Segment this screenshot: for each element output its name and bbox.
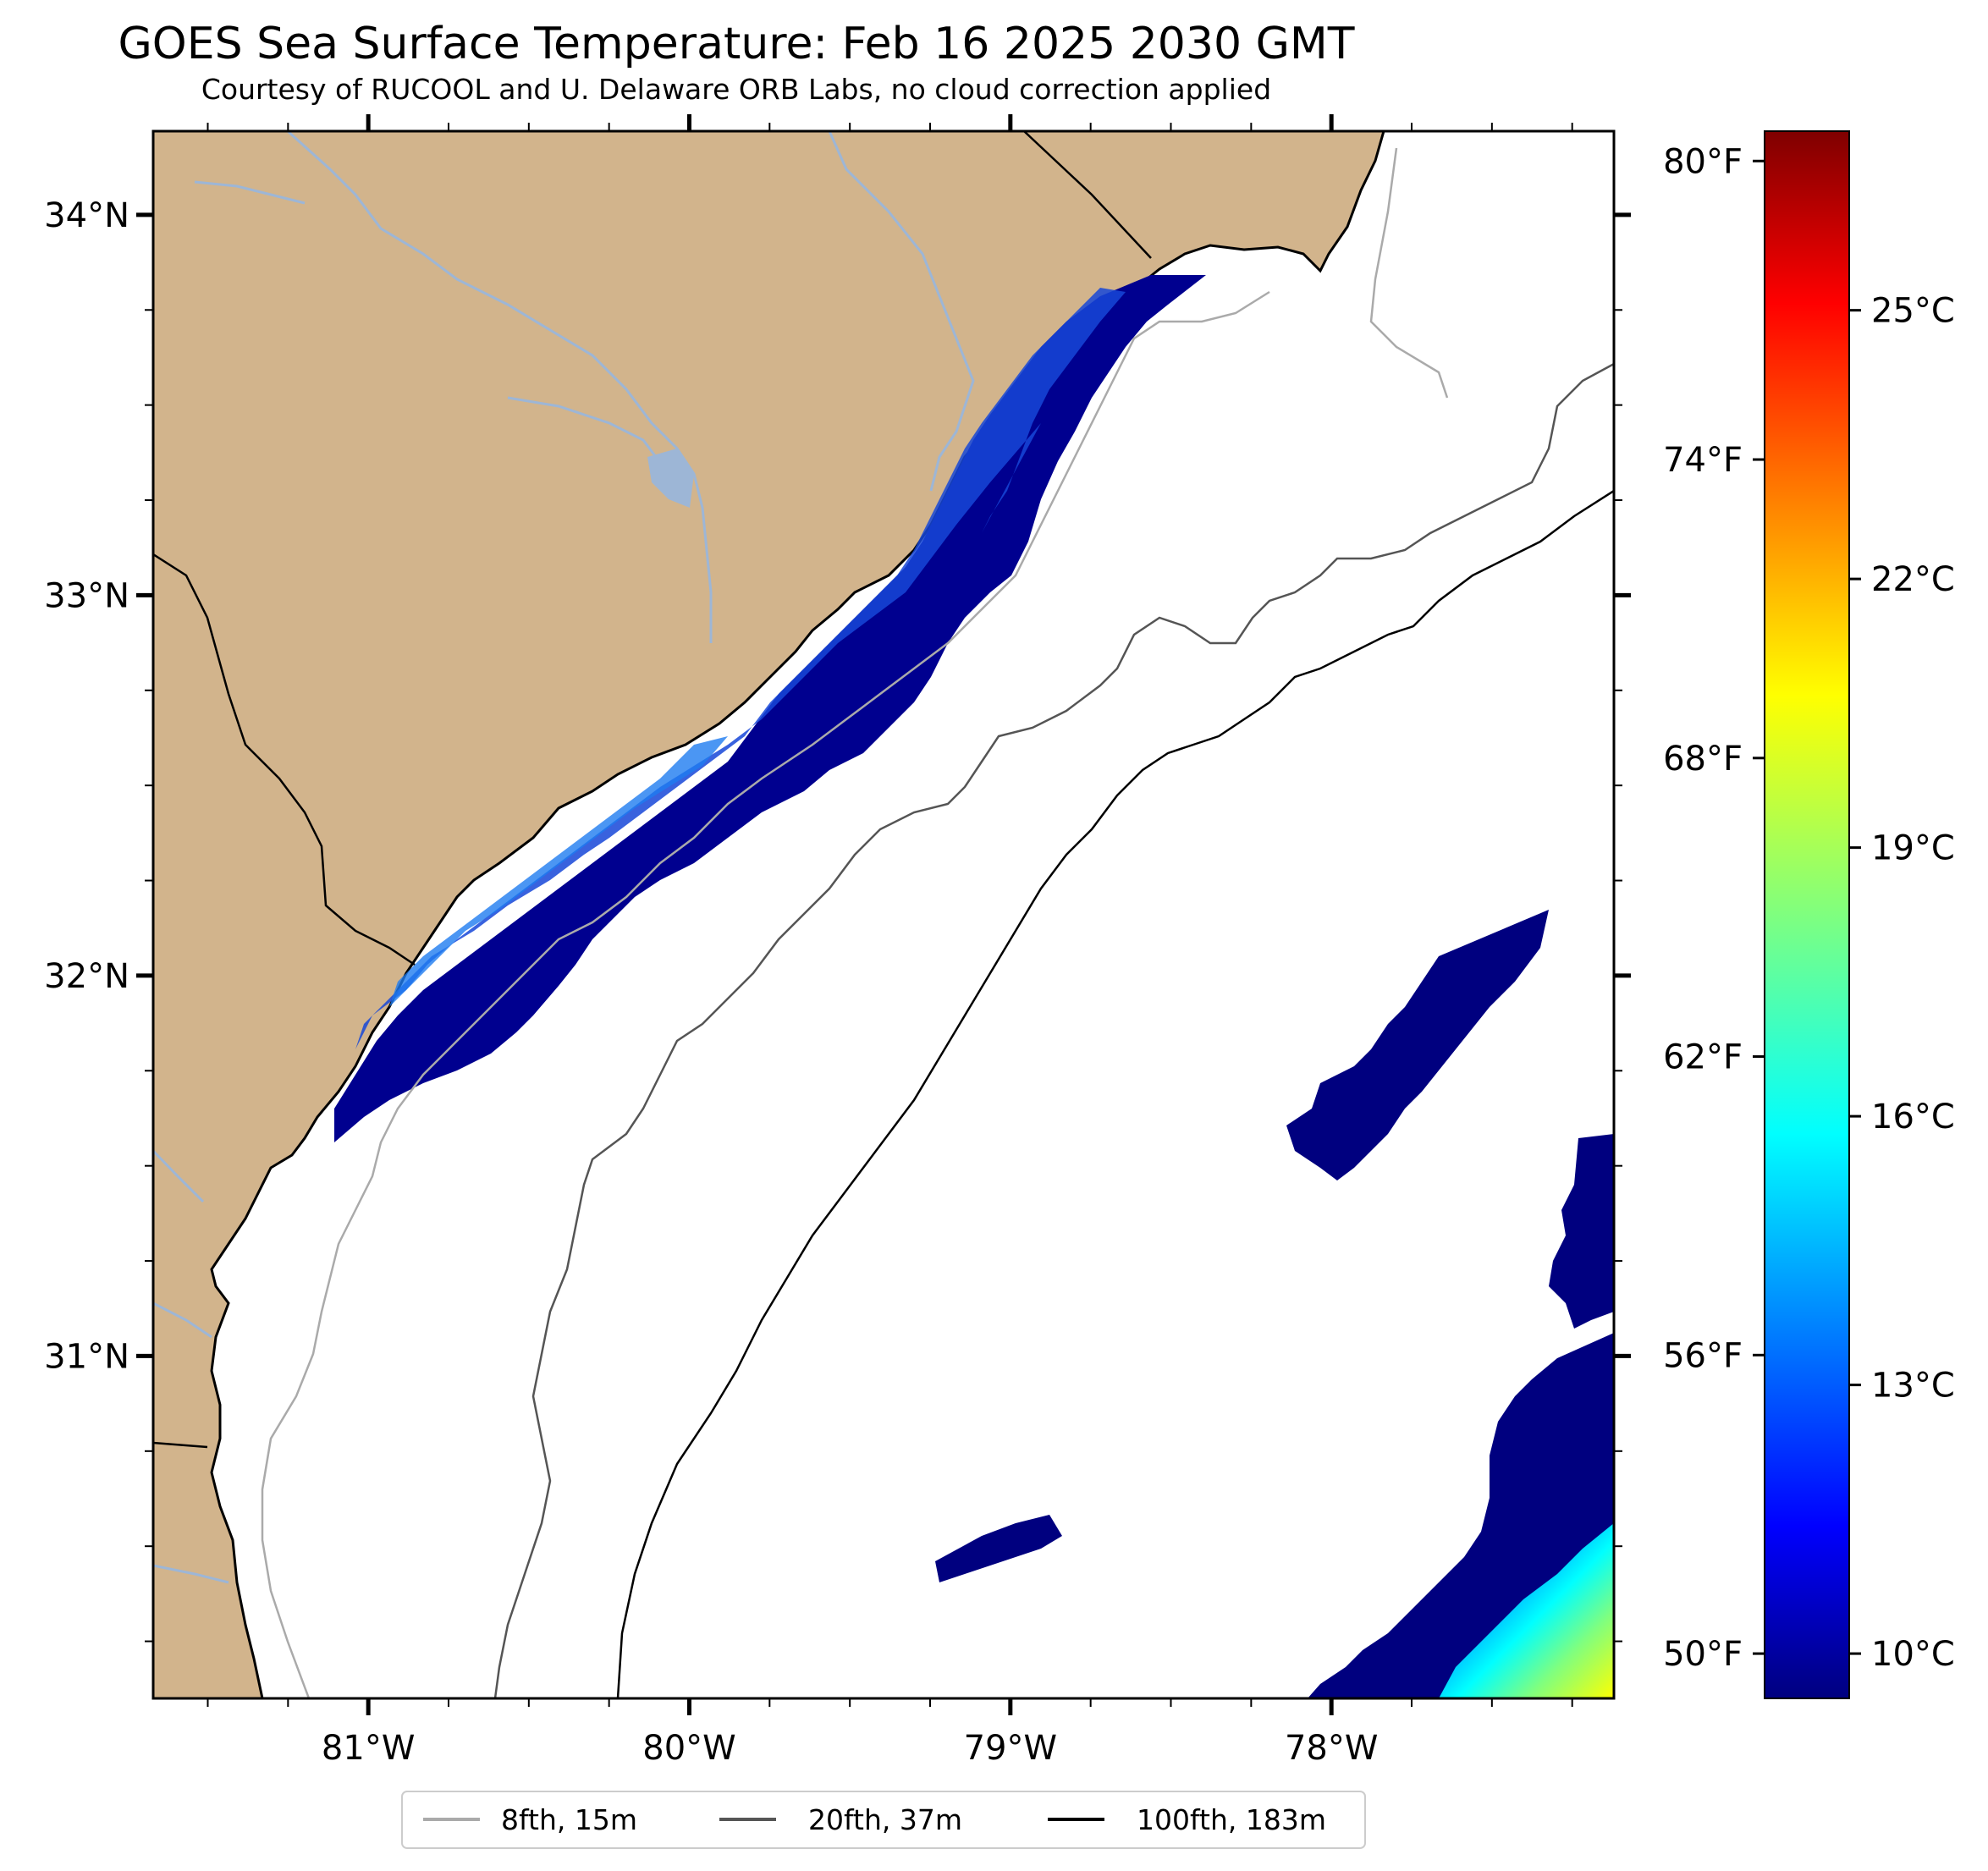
sst-offshore-patch — [1286, 910, 1549, 1180]
legend-label-20fth: 20fth, 37m — [808, 1803, 962, 1836]
fahrenheit-tick-label: 56°F — [1663, 1336, 1743, 1375]
celsius-tick-label: 22°C — [1871, 560, 1955, 599]
lat-tick-label: 31°N — [44, 1337, 129, 1376]
sst-nearshore-warmer — [389, 736, 728, 1007]
isobath-100fth — [616, 489, 1614, 1698]
sst-southeast-warm-bloom — [1439, 1523, 1614, 1698]
celsius-tick-label: 10°C — [1871, 1635, 1955, 1674]
fahrenheit-tick-label: 62°F — [1663, 1038, 1743, 1077]
lon-tick-label: 79°W — [964, 1729, 1057, 1768]
legend-label-100fth: 100fth, 183m — [1137, 1803, 1326, 1836]
isobath-8fth — [261, 147, 1449, 1698]
celsius-tick-label: 13°C — [1871, 1367, 1955, 1406]
colorbar-fahrenheit-axis: 80°F 74°F 68°F 62°F 56°F 50°F — [1663, 142, 1765, 1674]
lat-tick-label: 33°N — [44, 576, 129, 615]
fahrenheit-tick-label: 68°F — [1663, 740, 1743, 779]
lake — [647, 448, 694, 508]
colorbar — [1764, 130, 1850, 1699]
legend-label-8fth: 8fth, 15m — [501, 1803, 637, 1836]
lon-tick-label: 78°W — [1285, 1729, 1378, 1768]
celsius-tick-label: 19°C — [1871, 829, 1955, 868]
fahrenheit-tick-label: 80°F — [1663, 142, 1743, 181]
lat-tick-label: 34°N — [44, 196, 129, 235]
sst-coastal-band-blue — [355, 288, 1126, 1049]
isobath-legend: 8fth, 15m 20fth, 37m 100fth, 183m — [401, 1791, 1366, 1849]
minor-ticks — [145, 123, 1622, 1707]
sst-east-patch — [1549, 1134, 1614, 1329]
colorbar-celsius-axis: 25°C 22°C 19°C 16°C 13°C 10°C — [1849, 292, 1955, 1674]
latitude-axis: 34°N 33°N 32°N 31°N — [44, 196, 1631, 1376]
celsius-tick-label: 16°C — [1871, 1098, 1955, 1136]
isobath-20fth — [493, 362, 1614, 1698]
legend-box — [401, 1791, 1366, 1849]
lon-tick-label: 80°W — [642, 1729, 735, 1768]
fahrenheit-tick-label: 50°F — [1663, 1635, 1743, 1674]
map-area — [153, 131, 1614, 1698]
map-frame — [151, 129, 1616, 1700]
sst-small-patch — [935, 1515, 1062, 1582]
state-borders — [153, 131, 1152, 1449]
celsius-tick-label: 25°C — [1871, 292, 1955, 331]
map-title: GOES Sea Surface Temperature: Feb 16 202… — [118, 19, 1355, 69]
rivers — [153, 131, 975, 1584]
fahrenheit-tick-label: 74°F — [1663, 441, 1743, 480]
map-subtitle: Courtesy of RUCOOL and U. Delaware ORB L… — [201, 73, 1272, 106]
land-mass — [153, 131, 1385, 1698]
lat-tick-label: 32°N — [44, 957, 129, 996]
longitude-axis: 81°W 80°W 79°W 78°W — [322, 114, 1378, 1768]
lon-tick-label: 81°W — [322, 1729, 415, 1768]
